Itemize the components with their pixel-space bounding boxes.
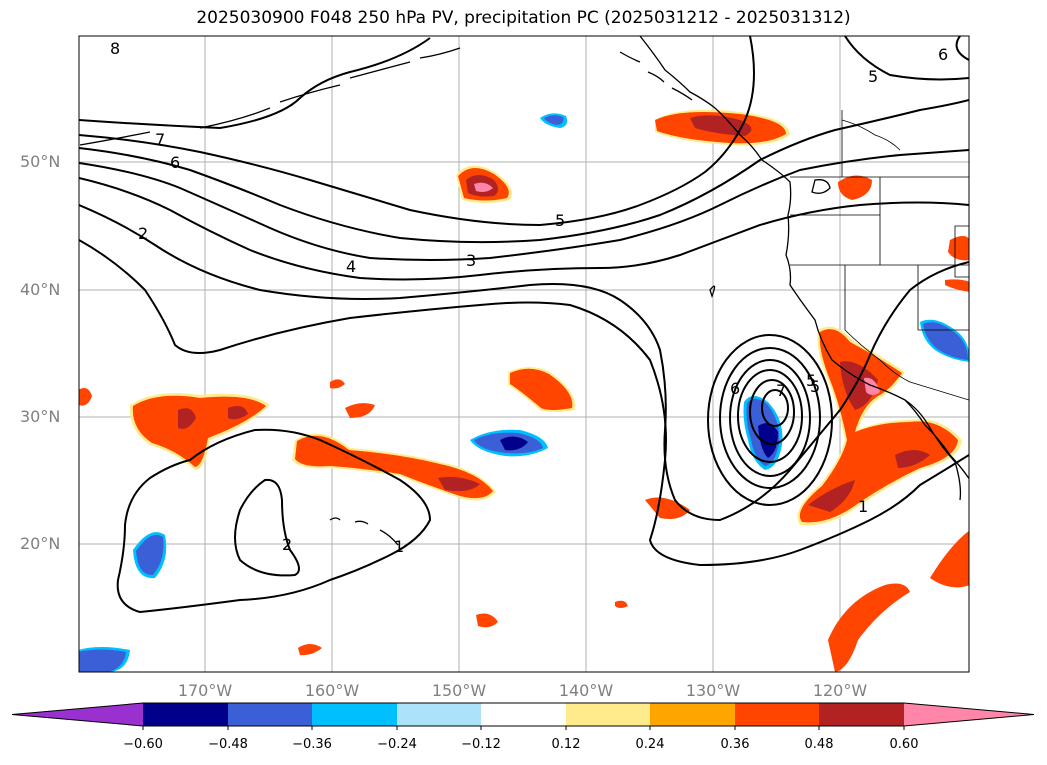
contour-label: 2 [138, 224, 148, 243]
colorbar-segment [735, 703, 819, 726]
colorbar-segment [566, 703, 650, 726]
contour-label: 6 [730, 379, 740, 398]
contour-label: 7 [155, 130, 165, 149]
contour-label: 3 [466, 251, 476, 270]
lat-label: 50°N [20, 152, 61, 171]
pv-contours [79, 36, 969, 614]
colorbar-tick-label: 0.24 [635, 737, 665, 752]
contour-label: 4 [346, 257, 356, 276]
colorbar-extend-max [904, 703, 1034, 726]
lat-label: 40°N [20, 280, 61, 299]
contour-label: 6 [938, 45, 948, 64]
contour-label: 5 [555, 211, 565, 230]
lon-label: 120°W [812, 681, 868, 700]
lat-label: 20°N [20, 534, 61, 553]
colorbar [11, 702, 1035, 730]
contour-label: 7 [776, 381, 786, 400]
colorbar-segment [397, 703, 481, 726]
contour-label: 8 [110, 39, 120, 58]
colorbar-tick-label: 0.12 [551, 737, 581, 752]
contour-label: 1 [858, 497, 868, 516]
colorbar-tick-label: −0.12 [461, 737, 501, 752]
colorbar-tick-label: −0.60 [123, 737, 163, 752]
colorbar-segment [819, 703, 904, 726]
colorbar-tick-label: 0.36 [720, 737, 750, 752]
contour-label: 5 [806, 371, 816, 390]
map-title: 2025030900 F048 250 hPa PV, precipitatio… [196, 8, 851, 28]
colorbar-tick-label: 0.48 [804, 737, 834, 752]
lon-label: 140°W [558, 681, 614, 700]
colorbar-tick-label: −0.24 [377, 737, 417, 752]
colorbar-segment [228, 703, 312, 726]
precip-negative-areas [79, 113, 969, 672]
lon-label: 170°W [177, 681, 233, 700]
map-frame [78, 35, 970, 673]
colorbar-segment [312, 703, 397, 726]
political-borders [790, 110, 969, 401]
colorbar-tick-label: 0.60 [889, 737, 919, 752]
colorbar-segment [481, 703, 566, 726]
contour-label-group: 8 7 6 5 4 3 2 5 6 7 5 6 5 2 1 1 [110, 39, 948, 556]
contour-label: 5 [868, 67, 878, 86]
colorbar-tick-label: −0.36 [292, 737, 332, 752]
colorbar-segment [143, 703, 228, 726]
precip-positive-areas [79, 109, 969, 672]
contour-label: 1 [394, 537, 404, 556]
contour-label: 2 [282, 535, 292, 554]
lat-label: 30°N [20, 407, 61, 426]
contour-label: 6 [170, 153, 180, 172]
colorbar-segment [650, 703, 735, 726]
colorbar-tick-label: −0.48 [208, 737, 248, 752]
lon-label: 160°W [304, 681, 360, 700]
colorbar-extend-min [12, 703, 143, 726]
lon-label: 130°W [685, 681, 741, 700]
contour-label: 5 [810, 377, 820, 396]
lon-label: 150°W [431, 681, 487, 700]
